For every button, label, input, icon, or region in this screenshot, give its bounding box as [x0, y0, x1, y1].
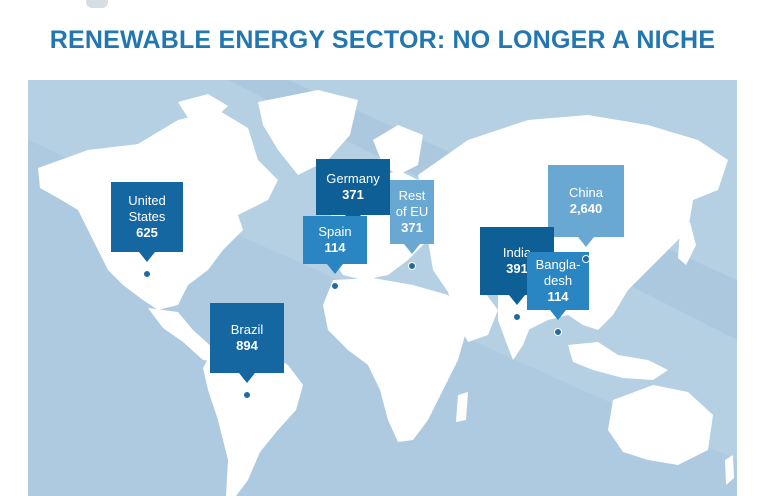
land-southeast-asia-islands [568, 342, 668, 380]
marker-label: Spain [318, 224, 352, 239]
marker-value: 391 [506, 261, 528, 276]
marker-label: States [128, 209, 166, 224]
location-pin-india [513, 313, 521, 321]
marker-label: United [128, 193, 166, 208]
marker-germany: Germany 371 [316, 159, 390, 225]
land-madagascar [456, 392, 468, 422]
marker-value: 114 [324, 240, 346, 255]
world-map [28, 80, 737, 496]
marker-label: Brazil [230, 322, 264, 337]
land-greenland [258, 90, 358, 175]
marker-spain: Spain 114 [303, 216, 367, 274]
location-pin-brazil [243, 391, 251, 399]
marker-label: Rest [398, 188, 426, 203]
land-africa [323, 278, 468, 442]
land-new-zealand [725, 455, 734, 485]
page-title: RENEWABLE ENERGY SECTOR: NO LONGER A NIC… [49, 26, 716, 54]
marker-china: China 2,640 [548, 165, 624, 247]
land-japan [678, 222, 696, 265]
location-pin-united-states [143, 270, 151, 278]
marker-value: 894 [236, 338, 258, 353]
location-pin-china [582, 255, 590, 263]
land-india [498, 295, 533, 360]
land-south-america [203, 345, 303, 496]
marker-rest-of-eu: Rest of EU 371 [390, 180, 434, 254]
marker-value: 371 [342, 187, 364, 202]
land-arctic-islands [178, 94, 228, 120]
land-central-america [148, 308, 218, 362]
world-map-shapes [28, 80, 737, 496]
marker-label: Germany [326, 171, 380, 186]
location-pin-bangladesh [554, 328, 562, 336]
location-pin-rest-of-eu [408, 262, 416, 270]
marker-value: 371 [401, 220, 423, 235]
land-arabia [448, 290, 498, 342]
marker-bangladesh: Bangla- desh 114 [527, 252, 589, 320]
marker-label: desh [543, 273, 573, 288]
marker-label: India [502, 245, 532, 260]
marker-label: China [569, 185, 603, 200]
location-pin-spain [331, 282, 339, 290]
land-australia [608, 385, 713, 465]
decorative-mark [86, 0, 108, 8]
marker-united-states: United States 625 [111, 182, 183, 262]
marker-brazil: Brazil 894 [210, 303, 284, 383]
marker-value: 625 [136, 225, 158, 240]
marker-value: 2,640 [569, 201, 603, 216]
marker-label: Bangla- [535, 257, 581, 272]
marker-value: 114 [547, 289, 569, 304]
marker-label: of EU [395, 204, 429, 219]
